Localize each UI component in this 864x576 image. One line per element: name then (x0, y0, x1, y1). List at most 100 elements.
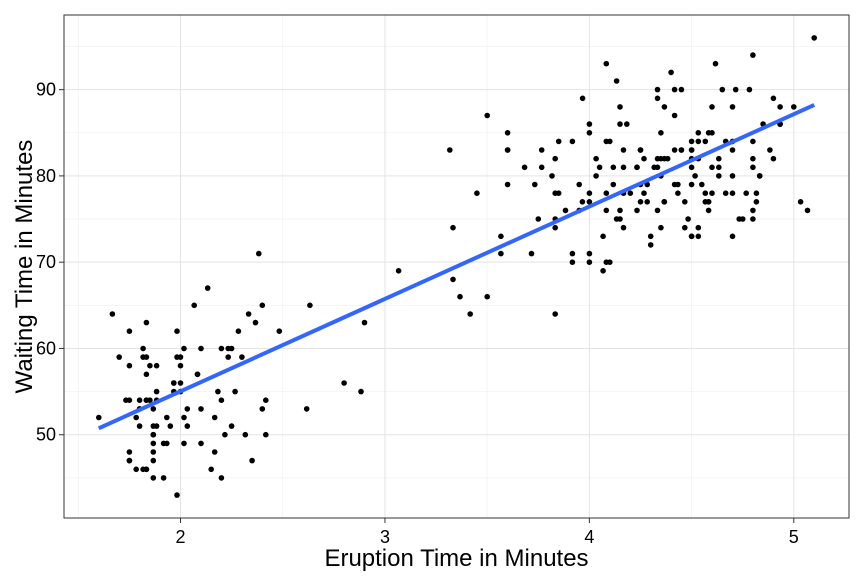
x-tick-label: 2 (176, 527, 186, 547)
data-point (198, 406, 204, 412)
data-point (586, 250, 593, 257)
data-point (668, 69, 674, 76)
data-point (126, 397, 133, 404)
data-point (150, 449, 157, 455)
data-point (750, 216, 756, 222)
data-point (109, 311, 116, 317)
x-tick-labels: 2 3 4 5 (176, 527, 799, 547)
data-point (678, 86, 685, 93)
data-point (361, 319, 368, 326)
data-point (504, 130, 511, 136)
data-point (521, 164, 528, 171)
y-axis-title: Waiting Time in Minutes (11, 140, 38, 394)
data-point (586, 199, 593, 205)
data-point (140, 354, 146, 360)
data-point (705, 130, 712, 136)
data-point (709, 164, 715, 171)
data-point (695, 130, 702, 136)
data-point (709, 190, 715, 196)
data-point (712, 60, 719, 67)
data-point (729, 147, 736, 153)
data-point (177, 362, 184, 369)
data-point (126, 362, 133, 369)
data-point (228, 345, 235, 352)
data-point (457, 293, 463, 300)
data-point (218, 345, 225, 352)
data-point (208, 466, 214, 473)
data-point (593, 173, 599, 179)
data-point (654, 164, 661, 171)
data-point (194, 371, 201, 378)
data-point (150, 475, 157, 481)
data-point (729, 190, 736, 196)
data-point (671, 112, 678, 119)
data-point (232, 388, 238, 395)
data-point (576, 181, 582, 188)
data-point (610, 181, 617, 188)
data-point (750, 52, 756, 58)
data-point (777, 104, 783, 110)
data-point (474, 190, 480, 196)
data-point (637, 147, 644, 153)
data-point (750, 155, 756, 162)
data-point (654, 207, 661, 214)
data-point (770, 155, 777, 162)
data-point (143, 371, 150, 378)
data-point (709, 104, 715, 110)
data-point (215, 388, 221, 395)
data-point (750, 138, 756, 145)
data-point (484, 112, 491, 119)
data-point (716, 155, 722, 162)
data-point (126, 449, 133, 455)
data-point (610, 164, 617, 171)
data-point (538, 147, 545, 153)
data-point (688, 138, 695, 145)
data-point (228, 423, 235, 429)
data-point (627, 190, 634, 196)
data-point (552, 190, 558, 196)
data-point (450, 224, 456, 231)
data-point (143, 319, 150, 326)
data-point (702, 138, 709, 145)
data-point (678, 147, 685, 153)
data-point (181, 440, 187, 447)
data-point (603, 259, 610, 266)
data-point (739, 216, 746, 222)
data-point (153, 362, 160, 369)
data-point (593, 155, 599, 162)
data-point (307, 302, 313, 309)
data-point (150, 440, 157, 447)
data-point (504, 181, 511, 188)
data-point (341, 380, 347, 386)
data-point (96, 414, 102, 421)
data-point (579, 199, 586, 205)
data-point (695, 233, 702, 240)
data-point (617, 216, 623, 222)
data-point (624, 121, 630, 127)
data-point (603, 207, 610, 214)
x-tick-label: 4 (584, 527, 594, 547)
data-point (716, 173, 722, 179)
data-point (658, 130, 664, 136)
data-point (705, 199, 712, 205)
data-point (504, 147, 511, 153)
data-point (756, 173, 763, 179)
data-point (671, 147, 678, 153)
data-point (620, 164, 627, 171)
data-point (641, 190, 647, 196)
data-point (613, 78, 620, 84)
data-point (658, 224, 664, 231)
data-point (603, 190, 610, 196)
data-point (259, 302, 266, 309)
data-point (729, 173, 736, 179)
data-point (225, 354, 231, 360)
data-point (276, 328, 283, 335)
data-point (617, 104, 623, 110)
data-point (767, 147, 773, 153)
data-point (586, 190, 593, 196)
data-point (695, 138, 702, 145)
data-point (116, 354, 122, 360)
data-point (535, 216, 542, 222)
data-point (552, 155, 558, 162)
fit-line (97, 103, 816, 431)
